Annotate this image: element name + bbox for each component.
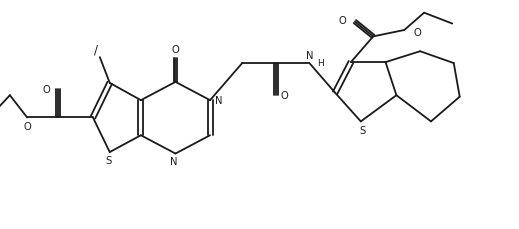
Text: N: N [170,157,177,167]
Text: O: O [280,91,288,101]
Text: S: S [360,125,366,135]
Text: O: O [23,121,31,131]
Text: O: O [339,16,347,25]
Text: N: N [215,96,223,106]
Text: O: O [172,45,180,55]
Text: S: S [106,156,112,166]
Text: O: O [42,85,50,95]
Text: /: / [94,43,99,56]
Text: O: O [413,28,421,38]
Text: N: N [306,50,313,60]
Text: H: H [317,58,324,67]
